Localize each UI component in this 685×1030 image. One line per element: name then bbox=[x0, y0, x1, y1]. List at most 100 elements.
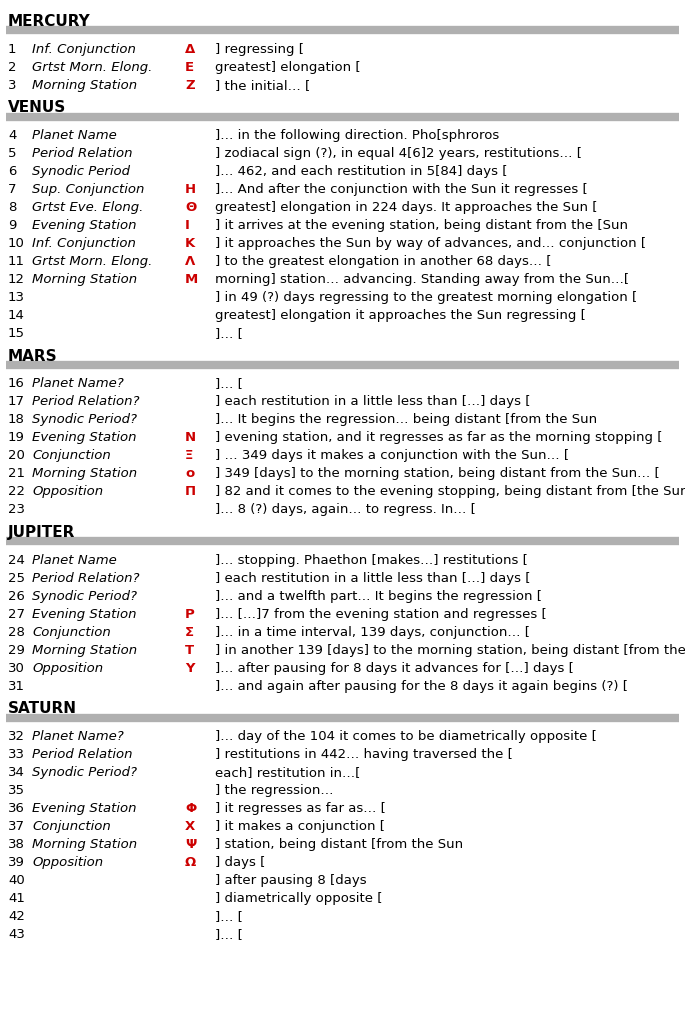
Text: VENUS: VENUS bbox=[8, 100, 66, 115]
Text: 32: 32 bbox=[8, 730, 25, 743]
Text: 38: 38 bbox=[8, 838, 25, 851]
Text: 2: 2 bbox=[8, 61, 16, 74]
Text: 8: 8 bbox=[8, 201, 16, 214]
Text: Grtst Morn. Elong.: Grtst Morn. Elong. bbox=[32, 61, 152, 74]
Text: 17: 17 bbox=[8, 396, 25, 409]
Text: Synodic Period?: Synodic Period? bbox=[32, 590, 137, 603]
Text: Evening Station: Evening Station bbox=[32, 608, 136, 621]
Text: Morning Station: Morning Station bbox=[32, 644, 137, 657]
Text: 14: 14 bbox=[8, 309, 25, 322]
Text: Planet Name?: Planet Name? bbox=[32, 730, 124, 743]
Text: Conjunction: Conjunction bbox=[32, 449, 111, 462]
Text: Δ: Δ bbox=[185, 43, 195, 56]
Text: greatest] elongation [: greatest] elongation [ bbox=[215, 61, 360, 74]
Text: Σ: Σ bbox=[185, 625, 194, 639]
Text: 13: 13 bbox=[8, 291, 25, 304]
Text: T: T bbox=[185, 644, 194, 657]
Text: Conjunction: Conjunction bbox=[32, 820, 111, 833]
Text: ] restitutions in 442… having traversed the [: ] restitutions in 442… having traversed … bbox=[215, 748, 513, 761]
Text: ] regressing [: ] regressing [ bbox=[215, 43, 304, 56]
Text: Inf. Conjunction: Inf. Conjunction bbox=[32, 43, 136, 56]
Text: ] zodiacal sign (?), in equal 4[6]2 years, restitutions… [: ] zodiacal sign (?), in equal 4[6]2 year… bbox=[215, 147, 582, 160]
Text: Conjunction: Conjunction bbox=[32, 625, 111, 639]
Text: 21: 21 bbox=[8, 468, 25, 480]
Text: ]… in the following direction. Pho[sphroros: ]… in the following direction. Pho[sphro… bbox=[215, 129, 499, 142]
Text: 9: 9 bbox=[8, 219, 16, 232]
Text: Planet Name?: Planet Name? bbox=[32, 377, 124, 390]
Text: ] each restitution in a little less than […] days [: ] each restitution in a little less than… bbox=[215, 572, 530, 585]
Text: Sup. Conjunction: Sup. Conjunction bbox=[32, 183, 145, 196]
Text: Synodic Period?: Synodic Period? bbox=[32, 413, 137, 426]
Text: ] in another 139 [days] to the morning station, being distant [from the Sun: ] in another 139 [days] to the morning s… bbox=[215, 644, 685, 657]
Text: 26: 26 bbox=[8, 590, 25, 603]
Text: Planet Name: Planet Name bbox=[32, 129, 116, 142]
Text: Z: Z bbox=[185, 79, 195, 92]
Text: Morning Station: Morning Station bbox=[32, 273, 137, 286]
Text: 39: 39 bbox=[8, 856, 25, 869]
Text: 34: 34 bbox=[8, 766, 25, 779]
Text: H: H bbox=[185, 183, 196, 196]
Text: Ψ: Ψ bbox=[185, 838, 196, 851]
Text: SATURN: SATURN bbox=[8, 701, 77, 716]
Text: 29: 29 bbox=[8, 644, 25, 657]
Text: ] 349 [days] to the morning station, being distant from the Sun… [: ] 349 [days] to the morning station, bei… bbox=[215, 468, 660, 480]
Text: M: M bbox=[185, 273, 198, 286]
Text: 11: 11 bbox=[8, 255, 25, 268]
Text: 22: 22 bbox=[8, 485, 25, 499]
Text: Ω: Ω bbox=[185, 856, 196, 869]
Text: ]… [: ]… [ bbox=[215, 909, 243, 923]
Text: 10: 10 bbox=[8, 237, 25, 250]
Text: 1: 1 bbox=[8, 43, 16, 56]
Text: 36: 36 bbox=[8, 802, 25, 815]
Text: 3: 3 bbox=[8, 79, 16, 92]
Text: ]… […]7 from the evening station and regresses [: ]… […]7 from the evening station and reg… bbox=[215, 608, 547, 621]
Text: Period Relation?: Period Relation? bbox=[32, 572, 140, 585]
Text: Opposition: Opposition bbox=[32, 485, 103, 499]
Text: ]… [: ]… [ bbox=[215, 928, 243, 941]
Text: ] it makes a conjunction [: ] it makes a conjunction [ bbox=[215, 820, 385, 833]
Text: Opposition: Opposition bbox=[32, 661, 103, 675]
Text: X: X bbox=[185, 820, 195, 833]
Text: ]… [: ]… [ bbox=[215, 377, 243, 390]
Text: ] … 349 days it makes a conjunction with the Sun… [: ] … 349 days it makes a conjunction with… bbox=[215, 449, 569, 462]
Text: 7: 7 bbox=[8, 183, 16, 196]
Text: 31: 31 bbox=[8, 680, 25, 693]
Text: Morning Station: Morning Station bbox=[32, 838, 137, 851]
Text: 30: 30 bbox=[8, 661, 25, 675]
Text: 4: 4 bbox=[8, 129, 16, 142]
Text: ]… [: ]… [ bbox=[215, 328, 243, 340]
Text: 42: 42 bbox=[8, 909, 25, 923]
Text: 12: 12 bbox=[8, 273, 25, 286]
Text: 40: 40 bbox=[8, 874, 25, 887]
Text: Period Relation: Period Relation bbox=[32, 748, 132, 761]
Text: ]… in a time interval, 139 days, conjunction… [: ]… in a time interval, 139 days, conjunc… bbox=[215, 625, 530, 639]
Text: Opposition: Opposition bbox=[32, 856, 103, 869]
Text: ] each restitution in a little less than […] days [: ] each restitution in a little less than… bbox=[215, 396, 530, 409]
Text: ] it approaches the Sun by way of advances, and… conjunction [: ] it approaches the Sun by way of advanc… bbox=[215, 237, 646, 250]
Text: 20: 20 bbox=[8, 449, 25, 462]
Text: ] the initial… [: ] the initial… [ bbox=[215, 79, 310, 92]
Text: MERCURY: MERCURY bbox=[8, 14, 90, 29]
Text: ] after pausing 8 [days: ] after pausing 8 [days bbox=[215, 874, 366, 887]
Text: 19: 19 bbox=[8, 432, 25, 444]
Text: Morning Station: Morning Station bbox=[32, 468, 137, 480]
Text: Period Relation: Period Relation bbox=[32, 147, 132, 160]
Text: Grtst Morn. Elong.: Grtst Morn. Elong. bbox=[32, 255, 152, 268]
Text: morning] station… advancing. Standing away from the Sun…[: morning] station… advancing. Standing aw… bbox=[215, 273, 629, 286]
Text: each] restitution in…[: each] restitution in…[ bbox=[215, 766, 360, 779]
Text: ]… after pausing for 8 days it advances for […] days [: ]… after pausing for 8 days it advances … bbox=[215, 661, 574, 675]
Text: ]… and a twelfth part… It begins the regression [: ]… and a twelfth part… It begins the reg… bbox=[215, 590, 542, 603]
Text: ] 82 and it comes to the evening stopping, being distant from [the Sun: ] 82 and it comes to the evening stoppin… bbox=[215, 485, 685, 499]
Text: Synodic Period?: Synodic Period? bbox=[32, 766, 137, 779]
Text: Period Relation?: Period Relation? bbox=[32, 396, 140, 409]
Text: ] the regression…: ] the regression… bbox=[215, 784, 334, 797]
Text: o: o bbox=[185, 468, 195, 480]
Text: Φ: Φ bbox=[185, 802, 196, 815]
Text: Π: Π bbox=[185, 485, 196, 499]
Text: ] days [: ] days [ bbox=[215, 856, 265, 869]
Text: 5: 5 bbox=[8, 147, 16, 160]
Text: Ξ: Ξ bbox=[185, 449, 193, 462]
Text: Grtst Eve. Elong.: Grtst Eve. Elong. bbox=[32, 201, 143, 214]
Text: 24: 24 bbox=[8, 554, 25, 566]
Text: ]… stopping. Phaethon [makes…] restitutions [: ]… stopping. Phaethon [makes…] restituti… bbox=[215, 554, 528, 566]
